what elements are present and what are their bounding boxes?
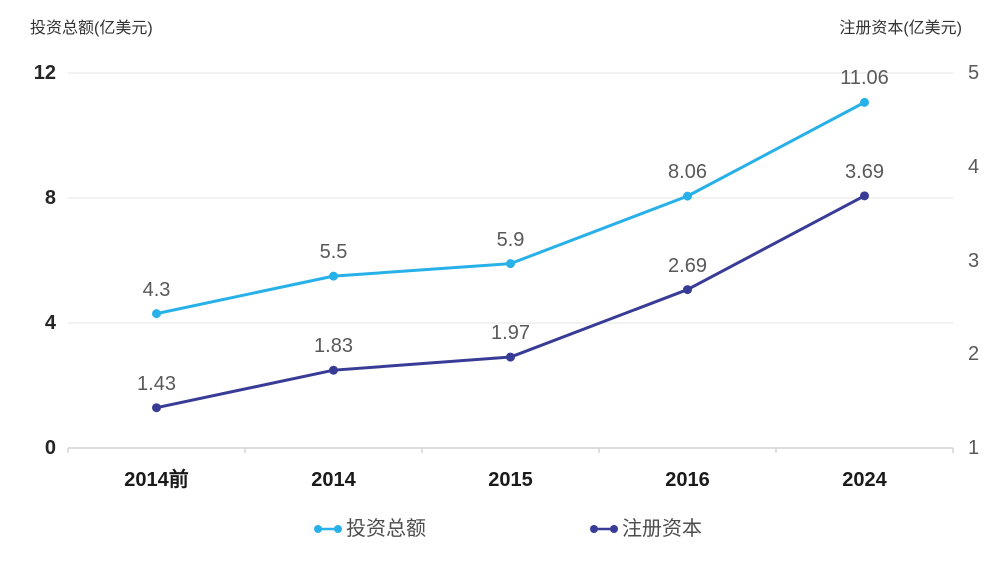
- data-point-label: 1.97: [491, 322, 530, 345]
- legend-label-investment: 投资总额: [346, 518, 426, 540]
- data-point: [860, 97, 869, 107]
- right-axis-tick-label: 1: [968, 437, 980, 459]
- series-line: [155, 100, 866, 316]
- data-point-label: 11.06: [840, 67, 889, 90]
- data-point: [329, 365, 338, 375]
- data-point: [152, 309, 161, 319]
- x-axis-category-label: 2016: [665, 469, 710, 491]
- data-point: [152, 403, 161, 413]
- legend-line-dot-marker: [590, 525, 618, 533]
- left-axis-tick-label: 12: [33, 62, 56, 84]
- right-axis-tick-label: 2: [968, 343, 980, 366]
- data-point-label: 1.83: [314, 335, 353, 358]
- data-point: [683, 191, 692, 201]
- legend-item-investment[interactable]: 投资总额: [313, 517, 426, 541]
- x-axis-category-label: 2024: [842, 469, 887, 491]
- data-point: [683, 285, 692, 295]
- data-point: [329, 271, 338, 281]
- data-point: [506, 352, 515, 362]
- left-axis-tick-label: 4: [44, 312, 56, 334]
- data-point-label: 5.9: [496, 228, 525, 251]
- x-axis-category-label: 2014前: [124, 469, 189, 491]
- x-axis-category-label: 2014: [311, 469, 356, 491]
- data-point-label: 3.69: [845, 160, 884, 183]
- data-point-label: 1.43: [137, 372, 176, 395]
- data-point-label: 4.3: [142, 278, 171, 301]
- left-axis-title: 投资总额(亿美元): [30, 20, 153, 37]
- data-point: [860, 191, 869, 201]
- left-axis-tick-label: 8: [44, 187, 56, 209]
- right-axis-title: 注册资本(亿美元): [839, 20, 962, 37]
- right-axis-tick-label: 5: [968, 62, 980, 84]
- right-axis-tick-label: 4: [968, 155, 980, 178]
- legend-line-dot-marker: [314, 525, 342, 533]
- data-point: [506, 259, 515, 269]
- data-point-label: 8.06: [668, 161, 707, 184]
- series-line: [155, 194, 866, 410]
- data-point-label: 2.69: [668, 254, 707, 277]
- legend-label-capital: 注册资本: [622, 518, 702, 540]
- x-axis-category-label: 2015: [488, 469, 533, 491]
- data-point-label: 5.5: [319, 241, 348, 264]
- left-axis-tick-label: 0: [44, 437, 56, 459]
- right-axis-tick-label: 3: [968, 249, 980, 272]
- legend-item-capital[interactable]: 注册资本: [589, 517, 702, 541]
